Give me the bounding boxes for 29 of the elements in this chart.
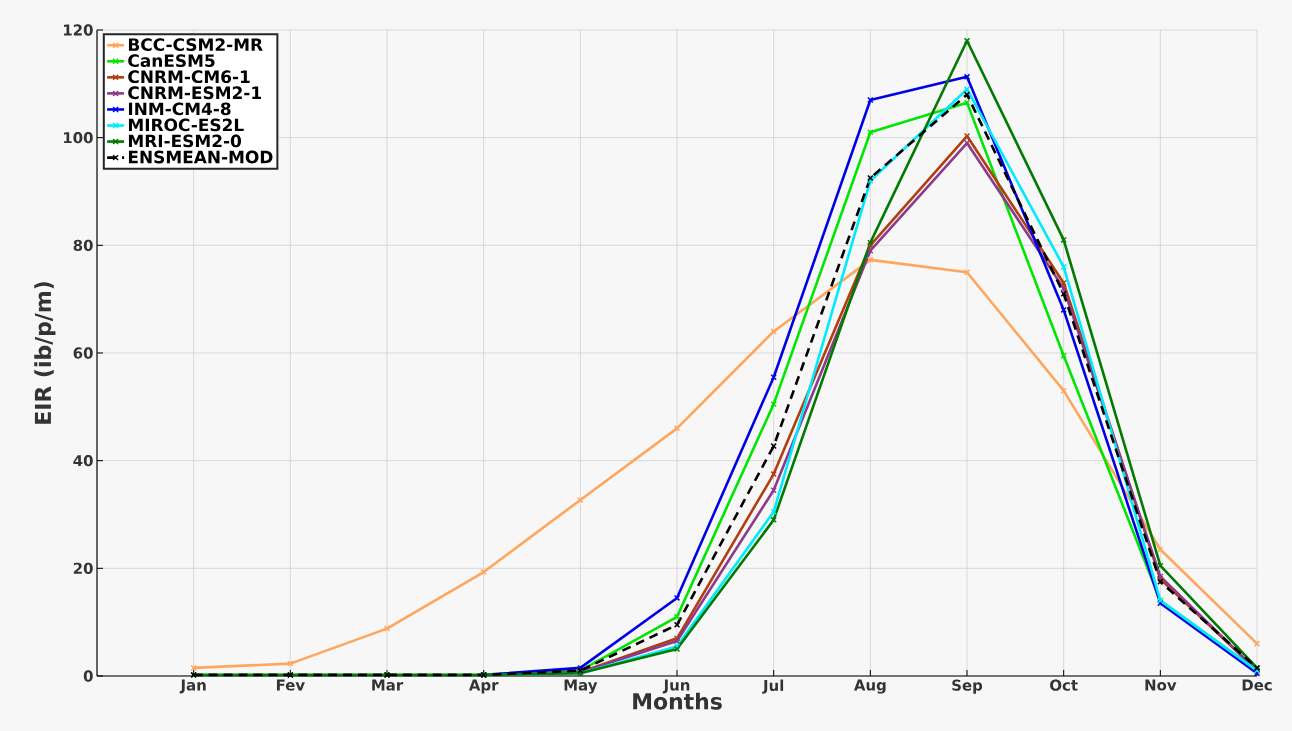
x-tick-label: Jun xyxy=(662,679,690,694)
y-tick-label: 80 xyxy=(73,239,93,251)
x-tick-label: Jan xyxy=(179,679,206,694)
x-tick-label: Aug xyxy=(853,679,886,694)
legend-label: CNRM-CM6-1 xyxy=(128,70,250,84)
x-tick-label: Oct xyxy=(1050,679,1078,691)
y-axis-title: EIR (ib/p/m) xyxy=(34,282,56,424)
x-axis-title: Months xyxy=(633,692,722,710)
legend-label: BCC-CSM2-MR xyxy=(128,38,263,51)
y-tick-label: 20 xyxy=(73,562,93,574)
x-tick-label: Nov xyxy=(1145,679,1177,691)
x-tick-label: Dec xyxy=(1242,679,1272,691)
y-tick-label: 120 xyxy=(63,24,93,36)
x-tick-label: Jul xyxy=(762,679,784,694)
y-tick-label: 40 xyxy=(73,455,93,467)
y-tick-label: 60 xyxy=(73,347,93,359)
x-tick-label: Mar xyxy=(372,679,404,691)
legend-label: ENSMEAN-MOD xyxy=(128,150,273,164)
x-tick-label: May xyxy=(564,679,598,694)
y-tick-label: 0 xyxy=(83,670,93,682)
x-tick-label: Sep xyxy=(952,679,983,694)
y-tick-label: 100 xyxy=(63,132,93,144)
legend-label: MIROC-ES2L xyxy=(128,118,244,132)
legend-label: CNRM-ESM2-1 xyxy=(128,86,261,100)
x-tick-label: Fev xyxy=(276,679,305,691)
legend-label: INM-CM4-8 xyxy=(128,102,231,116)
legend-label: CanESM5 xyxy=(128,54,215,68)
x-tick-label: Apr xyxy=(468,679,499,694)
legend-label: MRI-ESM2-0 xyxy=(128,134,242,148)
